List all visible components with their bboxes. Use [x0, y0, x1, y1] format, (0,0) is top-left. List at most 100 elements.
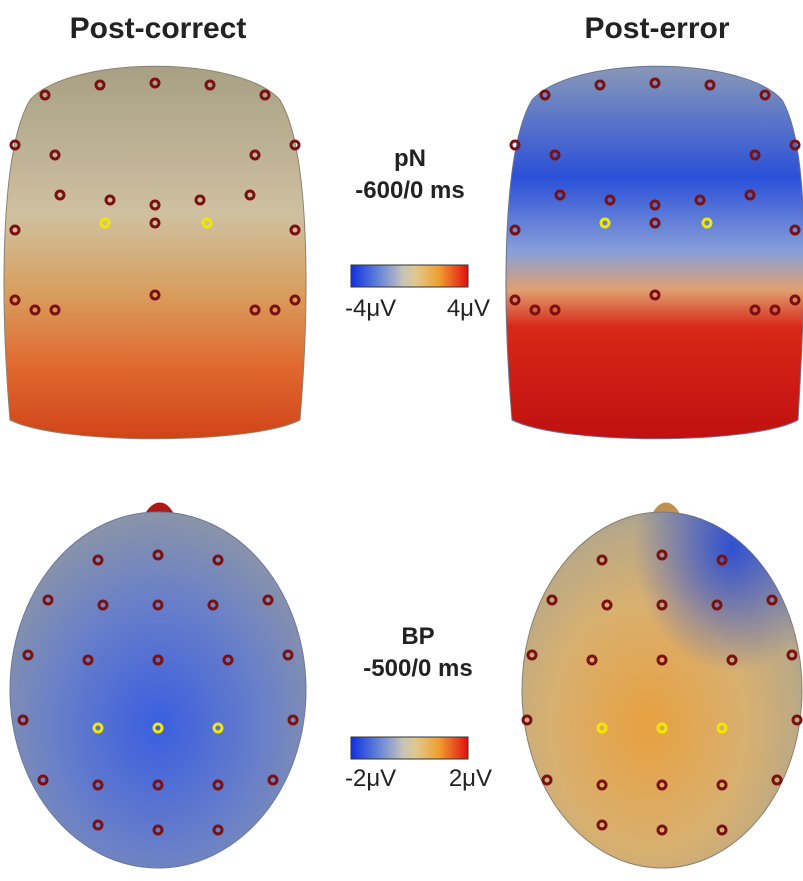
electrode	[92, 722, 104, 734]
electrode	[649, 217, 661, 229]
electrode	[49, 304, 61, 316]
electrode	[786, 649, 798, 661]
electrode	[17, 714, 29, 726]
electrode	[287, 714, 299, 726]
electrode	[194, 194, 206, 206]
row-label: pN	[394, 145, 426, 172]
head-map	[3, 65, 307, 440]
electrode	[267, 774, 279, 786]
electrode	[596, 819, 608, 831]
electrode	[726, 654, 738, 666]
electrode	[526, 649, 538, 661]
electrode	[769, 304, 781, 316]
electrode	[92, 819, 104, 831]
electrode	[97, 599, 109, 611]
electrode	[149, 289, 161, 301]
electrode	[282, 649, 294, 661]
electrode	[82, 654, 94, 666]
electrode	[212, 824, 224, 836]
electrode	[509, 294, 521, 306]
electrode	[789, 294, 801, 306]
electrode	[521, 714, 533, 726]
electrode	[716, 722, 728, 734]
electrode	[549, 304, 561, 316]
head-map	[505, 65, 803, 440]
electrode	[269, 304, 281, 316]
scale-min: -4μV	[345, 295, 396, 322]
electrode	[152, 549, 164, 561]
color-bar	[350, 264, 469, 288]
scale-max: 2μV	[449, 765, 492, 792]
electrode	[599, 217, 611, 229]
electrode	[9, 224, 21, 236]
row-label: BP	[401, 623, 434, 650]
electrode	[649, 77, 661, 89]
electrode	[212, 779, 224, 791]
scale-min: -2μV	[345, 765, 396, 792]
electrode	[649, 289, 661, 301]
electrode	[766, 594, 778, 606]
electrode	[42, 594, 54, 606]
electrode	[656, 599, 668, 611]
electrode	[9, 294, 21, 306]
electrode	[759, 89, 771, 101]
electrode	[541, 774, 553, 786]
electrode	[289, 294, 301, 306]
electrode	[656, 549, 668, 561]
electrode	[244, 189, 256, 201]
electrode	[9, 139, 21, 151]
electrode	[54, 189, 66, 201]
electrode	[509, 224, 521, 236]
electrode	[149, 77, 161, 89]
time-window: -500/0 ms	[363, 655, 472, 682]
electrode	[259, 89, 271, 101]
time-window: -600/0 ms	[355, 177, 464, 204]
electrode	[596, 554, 608, 566]
electrode	[604, 194, 616, 206]
head-map-overlay	[522, 512, 802, 868]
electrode	[222, 654, 234, 666]
electrode	[37, 774, 49, 786]
electrode	[152, 824, 164, 836]
electrode	[791, 714, 803, 726]
electrode	[92, 554, 104, 566]
head-map	[9, 511, 307, 869]
electrode	[94, 79, 106, 91]
electrode	[249, 304, 261, 316]
electrode	[207, 599, 219, 611]
electrode	[586, 654, 598, 666]
electrode	[656, 654, 668, 666]
electrode	[546, 594, 558, 606]
electrode	[716, 824, 728, 836]
electrode	[649, 199, 661, 211]
electrode	[149, 217, 161, 229]
electrode	[92, 779, 104, 791]
electrode	[716, 554, 728, 566]
electrode	[789, 139, 801, 151]
electrode	[656, 824, 668, 836]
electrode	[289, 224, 301, 236]
electrode	[554, 189, 566, 201]
electrode	[656, 722, 668, 734]
electrode	[49, 149, 61, 161]
electrode	[201, 217, 213, 229]
electrode	[509, 139, 521, 151]
electrode	[744, 189, 756, 201]
electrode	[262, 594, 274, 606]
color-bar	[350, 736, 469, 760]
electrode	[601, 599, 613, 611]
electrode	[789, 224, 801, 236]
electrode	[104, 194, 116, 206]
electrode	[711, 599, 723, 611]
electrode	[594, 79, 606, 91]
column-title: Post-correct	[70, 12, 247, 45]
electrode	[204, 79, 216, 91]
electrode	[539, 89, 551, 101]
electrode	[749, 149, 761, 161]
electrode	[212, 554, 224, 566]
electrode	[289, 139, 301, 151]
electrode	[149, 199, 161, 211]
electrode	[549, 149, 561, 161]
electrode	[701, 217, 713, 229]
